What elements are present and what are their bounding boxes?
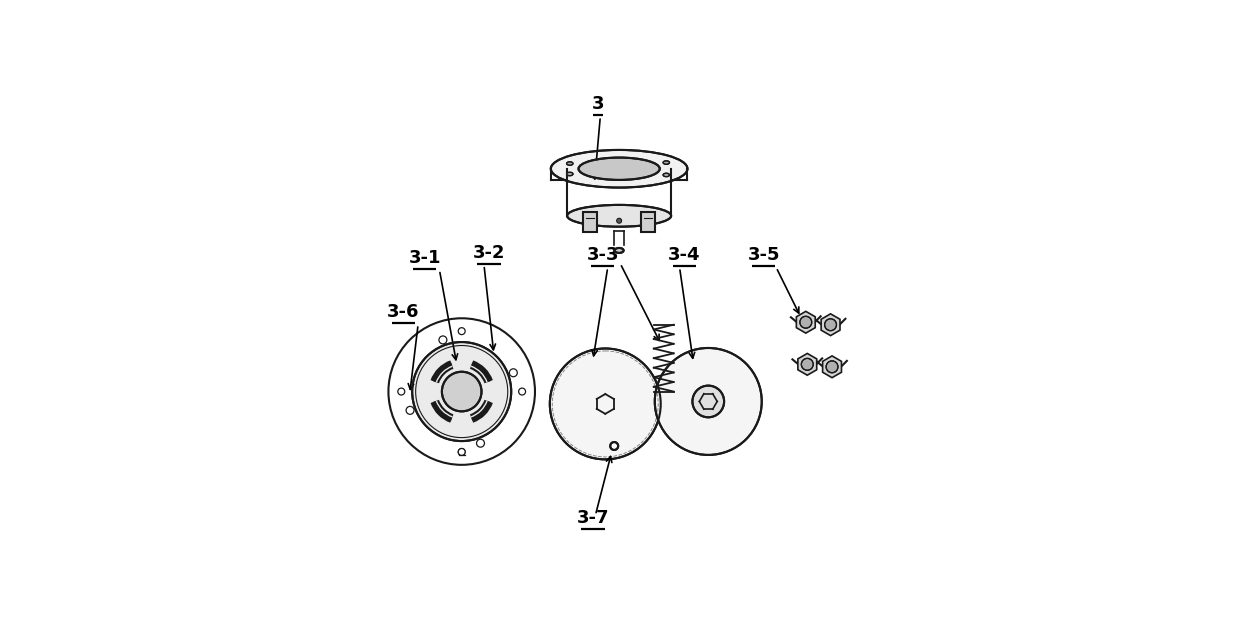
- Text: 3-7: 3-7: [576, 509, 610, 527]
- Ellipse shape: [567, 205, 672, 227]
- FancyBboxPatch shape: [641, 212, 654, 231]
- Ellipse shape: [663, 173, 669, 177]
- Circle shape: [442, 372, 482, 412]
- Text: 3: 3: [591, 95, 605, 113]
- Circle shape: [509, 369, 518, 377]
- FancyBboxPatch shape: [584, 212, 597, 231]
- Polygon shape: [823, 356, 841, 377]
- Text: 3-1: 3-1: [409, 249, 441, 267]
- Ellipse shape: [663, 161, 669, 165]
- Circle shape: [550, 349, 660, 459]
- Ellipse shape: [579, 158, 659, 180]
- Circle shape: [458, 328, 465, 334]
- Polygon shape: [821, 314, 840, 336]
- Circle shape: [611, 442, 618, 450]
- Ellipse shape: [615, 248, 623, 253]
- Circle shape: [617, 218, 622, 223]
- Text: 3-5: 3-5: [747, 246, 781, 264]
- Circle shape: [477, 439, 484, 447]
- Ellipse shape: [551, 150, 688, 188]
- Polygon shape: [797, 311, 815, 333]
- Circle shape: [826, 361, 838, 373]
- Polygon shape: [798, 354, 817, 376]
- Circle shape: [406, 406, 414, 414]
- Circle shape: [825, 319, 836, 331]
- Text: 3-2: 3-2: [473, 244, 506, 262]
- Circle shape: [439, 336, 447, 344]
- Circle shape: [458, 449, 465, 455]
- Circle shape: [800, 316, 812, 328]
- Circle shape: [654, 348, 762, 455]
- Circle shape: [519, 388, 525, 395]
- Text: 3-4: 3-4: [668, 246, 701, 264]
- Circle shape: [802, 358, 813, 370]
- Text: 3-3: 3-3: [586, 246, 620, 264]
- Circle shape: [413, 342, 512, 441]
- Text: 3-6: 3-6: [387, 303, 420, 322]
- Ellipse shape: [566, 172, 572, 176]
- Circle shape: [693, 386, 724, 417]
- Circle shape: [398, 388, 405, 395]
- Ellipse shape: [566, 162, 572, 165]
- Circle shape: [458, 449, 465, 455]
